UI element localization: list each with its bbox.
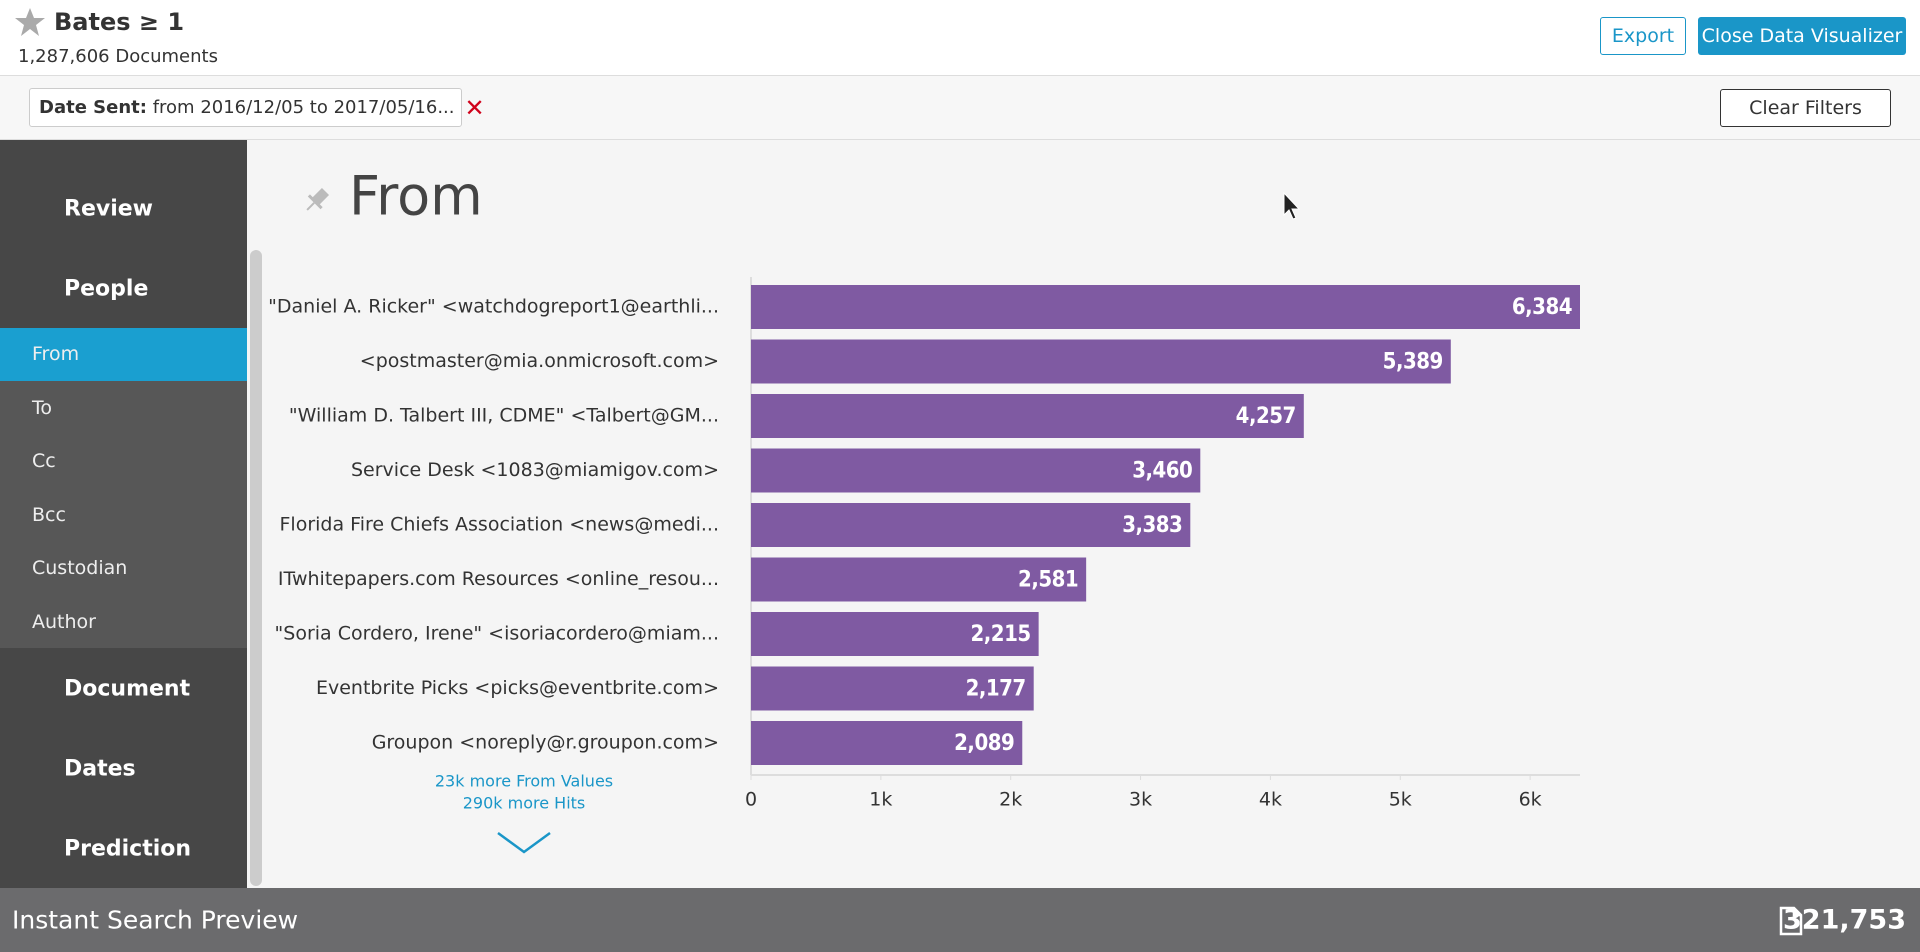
category-label: ITwhitepapers.com Resources <online_reso… xyxy=(278,568,719,590)
category-label: <postmaster@mia.onmicrosoft.com> xyxy=(360,350,719,372)
category-label: Florida Fire Chiefs Association <news@me… xyxy=(280,514,720,536)
close-button[interactable]: Close Data Visualizer xyxy=(1698,17,1906,55)
more-hits[interactable]: 290k more Hits xyxy=(463,794,586,813)
remove-filter[interactable]: ✕ xyxy=(464,93,485,122)
bar xyxy=(751,448,1201,493)
bar xyxy=(751,557,1087,602)
bar xyxy=(751,721,1023,765)
nav-item[interactable]: Bcc xyxy=(32,503,66,526)
value-label: 6,384 xyxy=(1512,295,1572,320)
active-item xyxy=(0,328,247,381)
filter-chip[interactable]: Date Sent: from 2016/12/05 to 2017/05/16… xyxy=(29,88,485,127)
bar xyxy=(751,394,1304,438)
category-label: Groupon <noreply@r.groupon.com> xyxy=(372,732,719,754)
value-label: 2,581 xyxy=(1018,568,1078,593)
pin-icon[interactable] xyxy=(301,185,332,216)
bar xyxy=(751,612,1039,656)
clear-filters[interactable]: Clear Filters xyxy=(1720,89,1891,127)
value-label: 3,383 xyxy=(1122,513,1182,538)
bar xyxy=(751,285,1580,329)
filter-value: from 2016/12/05 to 2017/05/16... xyxy=(152,97,455,118)
value-label: 5,389 xyxy=(1383,350,1443,375)
filter-label: Date Sent: xyxy=(39,97,147,118)
nav-item[interactable]: From xyxy=(32,343,80,365)
category-label: "Soria Cordero, Irene" <isoriacordero@mi… xyxy=(275,623,719,645)
x-tick-label: 4k xyxy=(1259,789,1282,811)
expand-chevron[interactable] xyxy=(497,831,551,854)
value-label: 3,460 xyxy=(1132,459,1192,484)
more-values[interactable]: 23k more From Values xyxy=(435,772,613,791)
x-tick-label: 5k xyxy=(1389,789,1412,811)
nav-section[interactable]: Review xyxy=(64,196,153,222)
footer-count: 321,753 xyxy=(1783,904,1906,936)
footer-title: Instant Search Preview xyxy=(12,905,299,935)
nav-item[interactable]: To xyxy=(32,396,53,419)
category-label: "William D. Talbert III, CDME" <Talbert@… xyxy=(289,405,719,427)
category-label: Service Desk <1083@miamigov.com> xyxy=(351,459,719,481)
value-label: 2,215 xyxy=(971,622,1031,647)
title: Bates ≥ 1 xyxy=(54,8,185,36)
x-tick-label: 0 xyxy=(745,789,757,811)
nav-section[interactable]: Document xyxy=(64,676,191,702)
nav-item[interactable]: Custodian xyxy=(32,557,128,579)
doc-icon xyxy=(1779,906,1803,936)
bar xyxy=(751,666,1034,711)
bar xyxy=(751,503,1191,547)
footer: Instant Search Preview 321,753 xyxy=(0,888,1920,952)
value-label: 2,089 xyxy=(954,731,1014,756)
nav-item[interactable]: Cc xyxy=(32,450,56,472)
category-label: "Daniel A. Ricker" <watchdogreport1@eart… xyxy=(268,296,719,318)
x-tick-label: 1k xyxy=(869,789,892,811)
export-button[interactable]: Export xyxy=(1600,17,1686,55)
nav-item[interactable]: Author xyxy=(32,610,96,633)
sidebar: Review People Document Dates Prediction From T… xyxy=(0,140,247,888)
submenu xyxy=(0,381,247,648)
chart-title: From xyxy=(349,165,483,228)
chart: From 23k more From Values 290k more Hits… xyxy=(268,165,1580,854)
x-tick-label: 2k xyxy=(999,789,1022,811)
nav-section[interactable]: Dates xyxy=(64,756,136,782)
filter-bar: Date Sent: from 2016/12/05 to 2017/05/16… xyxy=(0,76,1920,140)
cursor xyxy=(1283,191,1301,220)
value-label: 4,257 xyxy=(1236,404,1296,429)
bar xyxy=(751,339,1451,384)
star-icon[interactable] xyxy=(14,6,46,38)
x-tick-label: 6k xyxy=(1519,789,1542,811)
nav-section[interactable]: People xyxy=(64,276,149,302)
header: Bates ≥ 1 1,287,606 Documents Export Clo… xyxy=(0,0,1920,76)
value-label: 2,177 xyxy=(966,677,1026,702)
x-tick-label: 3k xyxy=(1129,789,1152,811)
scrollbar[interactable] xyxy=(250,250,262,886)
category-label: Eventbrite Picks <picks@eventbrite.com> xyxy=(316,677,719,699)
nav-section[interactable]: Prediction xyxy=(64,836,192,862)
doc-count: 1,287,606 Documents xyxy=(18,46,218,67)
